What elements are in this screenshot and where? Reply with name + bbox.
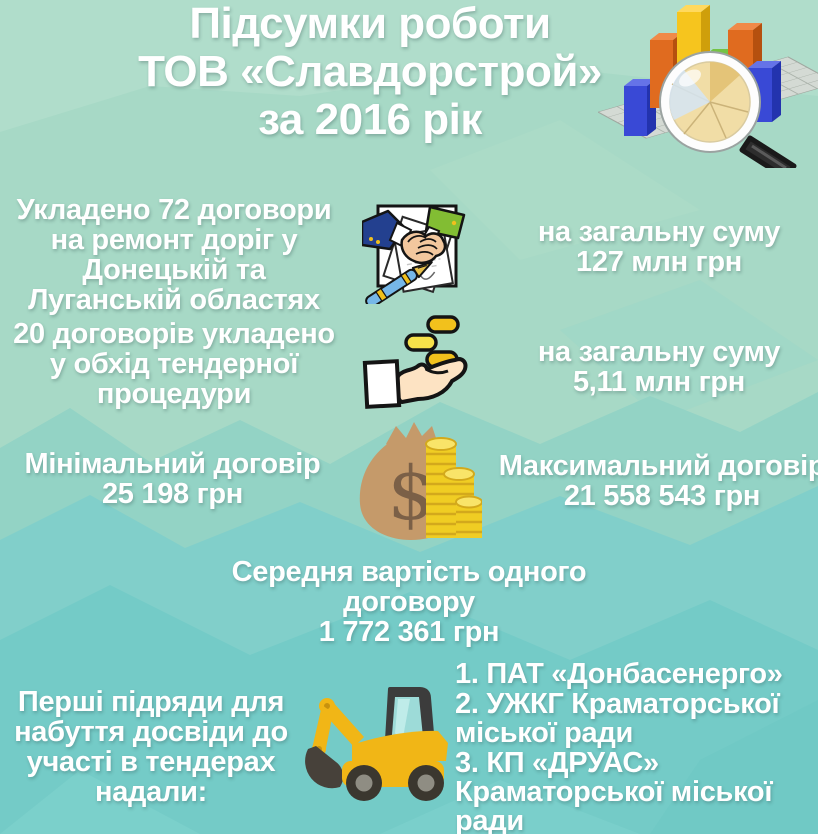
provider-item: 2. УЖКГ Краматорської міської ради — [455, 688, 780, 749]
stat-2-label: 20 договорів укладено у обхід тендерної … — [13, 318, 335, 410]
open-hand — [362, 357, 468, 409]
excavator-wheels — [346, 765, 444, 801]
excavator-icon — [305, 687, 448, 801]
left-sleeve — [362, 209, 413, 251]
first-contracts-label: Перші підряди для набуття досвіди до уча… — [14, 686, 288, 808]
stat-1-label: Укладено 72 договори на ремонт доріг у Д… — [16, 194, 332, 316]
magnifier — [659, 51, 797, 168]
stat-2-value: на загальну суму 5,11 млн грн — [537, 336, 781, 398]
money-bag-coins-icon: $ — [359, 422, 482, 540]
providers-list: 1. ПАТ «Донбасенерго» 2. УЖКГ Краматорсь… — [455, 660, 818, 834]
coins-in-hand-icon — [362, 315, 468, 409]
average-cost-text: Середня вартість одного договору 1 772 3… — [231, 556, 587, 648]
stat-3-value: Максимальний договір 21 558 543 грн — [498, 450, 818, 512]
coin-stacks — [425, 437, 482, 538]
contract-signing-icon — [362, 204, 466, 304]
excavator-arm — [305, 698, 364, 789]
stat-3-label: Мінімальний договір 25 198 грн — [24, 448, 321, 510]
stat-1-value: на загальну суму 127 млн грн — [537, 216, 781, 278]
provider-item: 1. ПАТ «Донбасенерго» — [455, 658, 783, 690]
fountain-pen — [365, 261, 433, 304]
provider-item: 3. КП «ДРУАС» Краматорської міської ради — [455, 747, 773, 834]
page-title: Підсумки роботи ТОВ «Славдорстрой» за 20… — [138, 0, 602, 144]
bar-chart-magnifier-icon — [598, 5, 818, 168]
clasped-hands — [400, 230, 447, 265]
